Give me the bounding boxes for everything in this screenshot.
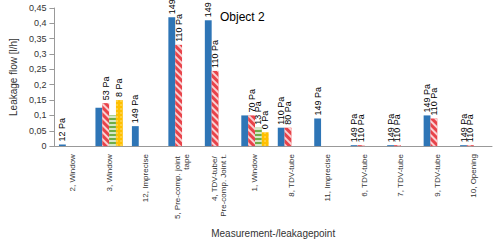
svg-text:0,2: 0,2	[34, 80, 47, 90]
svg-text:13 Pa: 13 Pa	[253, 101, 264, 125]
svg-text:110 Pa: 110 Pa	[465, 114, 475, 142]
svg-text:149 Pa: 149 Pa	[385, 113, 396, 143]
svg-text:8, TDV-tube: 8, TDV-tube	[287, 154, 296, 197]
svg-text:10, Opening: 10, Opening	[469, 154, 478, 198]
svg-text:110 Pa: 110 Pa	[174, 14, 184, 42]
svg-text:0,25: 0,25	[29, 64, 47, 74]
svg-text:80 Pa: 80 Pa	[283, 101, 293, 125]
svg-text:53 Pa: 53 Pa	[101, 77, 111, 101]
svg-text:110 Pa: 110 Pa	[276, 96, 287, 125]
svg-text:0,1: 0,1	[34, 110, 47, 120]
svg-text:149 Pa: 149 Pa	[167, 0, 177, 14]
svg-text:0,3: 0,3	[34, 49, 47, 59]
svg-text:tape: tape	[182, 154, 191, 170]
svg-text:12 Pa: 12 Pa	[57, 118, 67, 142]
svg-text:0,4: 0,4	[34, 18, 47, 28]
svg-text:9, TDV-tube: 9, TDV-tube	[433, 154, 442, 197]
svg-text:12, Imprecise: 12, Imprecise	[141, 154, 150, 203]
svg-text:7, TDV-tube: 7, TDV-tube	[396, 154, 405, 197]
svg-text:0,15: 0,15	[29, 95, 47, 105]
svg-text:0,35: 0,35	[29, 34, 47, 44]
svg-text:149 Pa: 149 Pa	[130, 95, 140, 124]
svg-text:3, Window: 3, Window	[105, 154, 114, 192]
svg-text:1, Window: 1, Window	[250, 154, 259, 192]
svg-text:149 Pa: 149 Pa	[313, 87, 323, 116]
svg-text:0,05: 0,05	[29, 126, 47, 136]
svg-text:110 Pa: 110 Pa	[356, 114, 366, 142]
svg-text:149 Pa: 149 Pa	[349, 113, 360, 143]
svg-text:Object 2: Object 2	[220, 10, 265, 24]
svg-text:Measurement-/leakagepoint: Measurement-/leakagepoint	[211, 228, 335, 239]
svg-text:Leakage flow [l/h]: Leakage flow [l/h]	[8, 38, 19, 116]
svg-text:0: 0	[41, 141, 46, 151]
svg-text:0 Pa: 0 Pa	[260, 111, 270, 130]
svg-text:0,45: 0,45	[29, 3, 47, 13]
svg-text:6, TDV-tube: 6, TDV-tube	[360, 154, 369, 197]
svg-text:70 Pa: 70 Pa	[246, 88, 257, 113]
svg-text:5, Pre-comp. joint: 5, Pre-comp. joint	[173, 154, 182, 219]
svg-text:110 Pa: 110 Pa	[392, 114, 402, 142]
svg-text:8 Pa: 8 Pa	[114, 79, 124, 98]
svg-text:149 Pa: 149 Pa	[203, 0, 213, 17]
svg-text:149 Pa: 149 Pa	[422, 83, 432, 113]
svg-text:11, Imprecise: 11, Imprecise	[323, 154, 332, 202]
svg-text:149 Pa: 149 Pa	[458, 113, 469, 143]
svg-text:110 Pa: 110 Pa	[210, 40, 220, 68]
svg-text:2, Window: 2, Window	[68, 154, 77, 192]
svg-text:110 Pa: 110 Pa	[429, 88, 439, 116]
svg-text:Pre-comp. Joint t.: Pre-comp. Joint t.	[219, 154, 228, 217]
svg-text:4, TDV-tube/: 4, TDV-tube/	[210, 154, 219, 201]
